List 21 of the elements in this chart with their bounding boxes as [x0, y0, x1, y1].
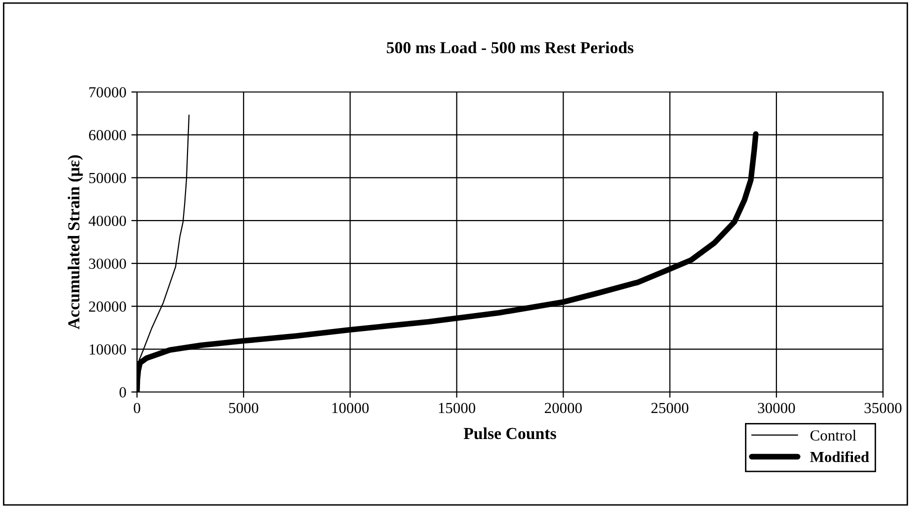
- y-tick-label: 30000: [89, 258, 126, 269]
- y-tick-label: 50000: [89, 172, 126, 184]
- y-tick-label: 20000: [89, 301, 126, 312]
- y-tick-label: 0: [120, 387, 126, 398]
- x-tick-label: 0: [134, 402, 140, 414]
- x-tick-label: 10000: [332, 402, 369, 414]
- y-tick-label: 60000: [89, 130, 126, 140]
- x-tick-label: 5000: [229, 402, 258, 414]
- y-axis-title: Accumulated Strain (με): [68, 155, 83, 330]
- x-tick-label: 25000: [651, 402, 688, 414]
- y-tick-label: 70000: [89, 87, 126, 98]
- y-tick-label: 10000: [90, 344, 126, 355]
- legend-label: Modified: [810, 451, 870, 462]
- legend-label: Control: [810, 430, 856, 441]
- x-tick-label: 35000: [864, 402, 902, 414]
- chart-title: 500 ms Load - 500 ms Rest Periods: [386, 42, 634, 54]
- x-axis-title: Pulse Counts: [464, 427, 556, 440]
- x-tick-label: 15000: [438, 402, 476, 414]
- x-tick-label: 20000: [544, 402, 582, 414]
- y-tick-label: 40000: [88, 216, 126, 226]
- x-tick-label: 30000: [758, 402, 795, 414]
